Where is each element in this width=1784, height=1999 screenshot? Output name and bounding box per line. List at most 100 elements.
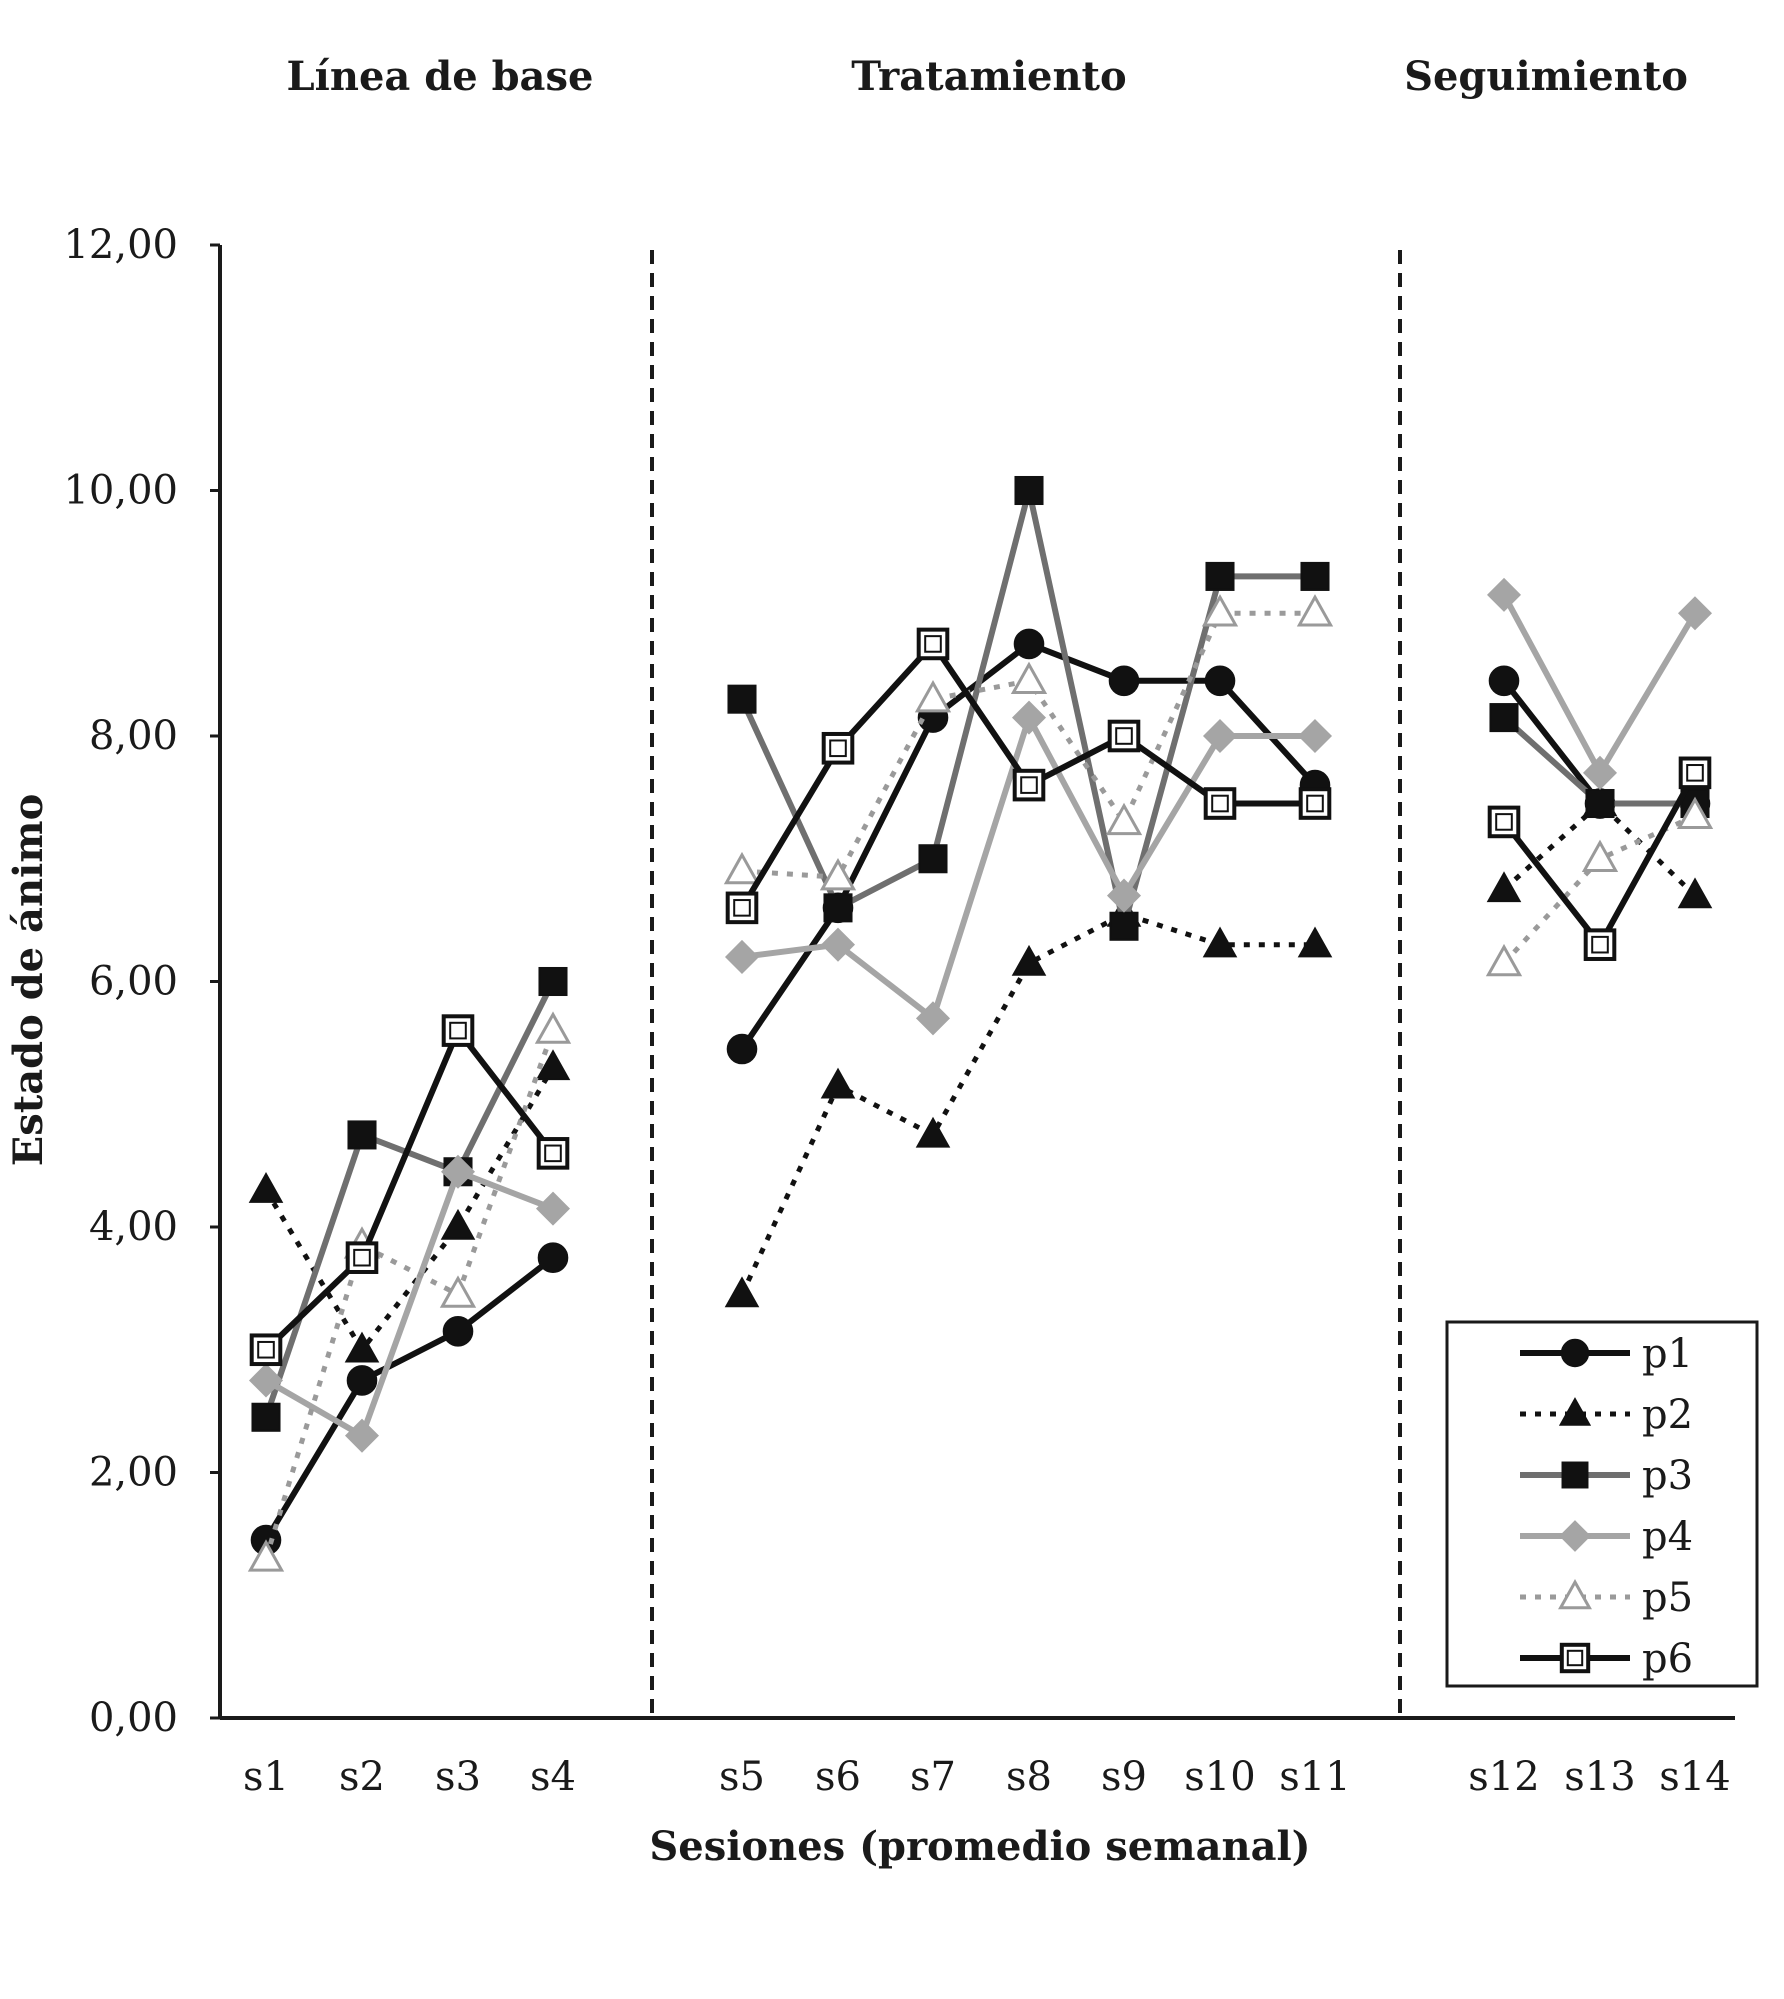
phase-label-0: Línea de base bbox=[287, 53, 594, 100]
data-point-p2-s3 bbox=[440, 1208, 476, 1240]
x-tick-label: s13 bbox=[1564, 1754, 1635, 1800]
data-point-p4-s12 bbox=[1486, 577, 1522, 612]
series-line-p3 bbox=[263, 980, 556, 1419]
x-tick-label: s10 bbox=[1184, 1754, 1255, 1800]
y-axis-title: Estado de ánimo bbox=[5, 794, 52, 1167]
legend-marker-p4 bbox=[1559, 1520, 1591, 1552]
data-point-p4-s10 bbox=[1202, 718, 1238, 754]
series-p6 bbox=[249, 627, 1712, 1367]
series-line-p1 bbox=[263, 1255, 555, 1542]
x-axis-title: Sesiones (promedio semanal) bbox=[649, 1823, 1310, 1870]
data-point-p6-s8 bbox=[1012, 768, 1046, 802]
data-point-p2-s8 bbox=[1011, 944, 1047, 976]
data-point-p4-s6 bbox=[820, 927, 856, 962]
data-point-p3-s9 bbox=[1109, 911, 1139, 941]
x-tick-label: s9 bbox=[1101, 1754, 1147, 1800]
data-point-p2-s5 bbox=[724, 1276, 760, 1308]
data-point-p2-s7 bbox=[915, 1116, 951, 1148]
data-point-p6-s10 bbox=[1203, 787, 1237, 820]
data-point-p4-s4 bbox=[535, 1191, 571, 1226]
y-tick-label: 6,00 bbox=[89, 959, 178, 1005]
data-point-p6-s7 bbox=[916, 627, 950, 661]
legend-marker-p2 bbox=[1558, 1397, 1592, 1426]
data-point-p4-s2 bbox=[344, 1418, 380, 1453]
legend-marker-p1 bbox=[1560, 1338, 1590, 1368]
x-tick-label: s14 bbox=[1659, 1754, 1730, 1800]
legend-label-p6: p6 bbox=[1642, 1636, 1693, 1682]
data-point-p4-s13 bbox=[1582, 755, 1618, 790]
x-tick-label: s2 bbox=[339, 1754, 385, 1800]
data-point-p3-s6 bbox=[823, 893, 853, 923]
data-point-p1-s3 bbox=[442, 1316, 474, 1347]
y-tick-label: 2,00 bbox=[89, 1450, 178, 1496]
data-point-p5-s4 bbox=[534, 1011, 572, 1044]
data-point-p5-s6 bbox=[819, 857, 857, 891]
legend-label-p3: p3 bbox=[1642, 1453, 1693, 1499]
data-point-p6-s12 bbox=[1487, 805, 1521, 839]
data-point-p2-s12 bbox=[1486, 871, 1522, 903]
y-tick-label: 8,00 bbox=[89, 713, 178, 759]
x-tick-label: s8 bbox=[1006, 1754, 1052, 1800]
data-point-p3-s5 bbox=[727, 684, 757, 714]
data-point-p4-s9 bbox=[1106, 878, 1142, 913]
series-line-p5 bbox=[263, 1029, 556, 1560]
data-point-p2-s6 bbox=[820, 1067, 856, 1099]
data-point-p5-s5 bbox=[723, 851, 761, 885]
data-point-p6-s13 bbox=[1583, 928, 1617, 961]
phase-label-1: Tratamiento bbox=[851, 53, 1126, 100]
data-point-p3-s2 bbox=[347, 1120, 377, 1150]
data-point-p2-s10 bbox=[1202, 926, 1238, 958]
x-tick-label: s1 bbox=[243, 1754, 289, 1800]
data-point-p2-s11 bbox=[1297, 926, 1333, 958]
x-tick-label: s6 bbox=[815, 1754, 861, 1800]
data-point-p3-s8 bbox=[1014, 475, 1044, 506]
y-tick-label: 4,00 bbox=[89, 1204, 178, 1250]
data-point-p3-s10 bbox=[1205, 561, 1235, 591]
data-point-p5-s11 bbox=[1296, 594, 1334, 627]
data-point-p5-s13 bbox=[1581, 839, 1619, 872]
data-point-p4-s8 bbox=[1011, 700, 1047, 735]
data-point-p6-s6 bbox=[821, 731, 855, 765]
data-point-p4-s11 bbox=[1297, 718, 1333, 754]
data-point-p6-s11 bbox=[1298, 787, 1332, 820]
data-point-p6-s5 bbox=[725, 891, 759, 925]
data-point-p6-s3 bbox=[441, 1014, 475, 1047]
data-point-p5-s8 bbox=[1010, 661, 1048, 694]
data-point-p6-s14 bbox=[1678, 756, 1712, 790]
data-point-p3-s1 bbox=[251, 1402, 281, 1432]
y-tick-label: 0,00 bbox=[89, 1695, 178, 1741]
data-point-p1-s2 bbox=[346, 1365, 378, 1396]
data-point-p5-s9 bbox=[1105, 802, 1143, 836]
data-point-p3-s11 bbox=[1300, 561, 1330, 591]
legend-label-p1: p1 bbox=[1642, 1331, 1693, 1377]
legend-marker-p5 bbox=[1558, 1579, 1592, 1610]
data-point-p5-s3 bbox=[439, 1275, 477, 1308]
data-point-p1-s5 bbox=[726, 1033, 758, 1065]
data-point-p4-s5 bbox=[724, 939, 760, 974]
series-p5 bbox=[247, 594, 1714, 1572]
data-point-p5-s10 bbox=[1201, 594, 1239, 627]
legend-box bbox=[1445, 1320, 1759, 1688]
data-point-p6-s4 bbox=[536, 1137, 570, 1170]
series-p3 bbox=[251, 475, 1710, 1432]
data-point-p2-s2 bbox=[344, 1331, 380, 1363]
x-tick-label: s11 bbox=[1279, 1754, 1350, 1800]
legend-marker-p3 bbox=[1561, 1461, 1589, 1489]
data-point-p1-s8 bbox=[1013, 628, 1045, 660]
data-point-p5-s12 bbox=[1485, 943, 1523, 977]
legend-label-p2: p2 bbox=[1642, 1392, 1693, 1438]
data-point-p6-s2 bbox=[345, 1241, 379, 1274]
data-point-p1-s10 bbox=[1204, 665, 1236, 697]
data-point-p4-s14 bbox=[1677, 596, 1713, 631]
x-tick-label: s12 bbox=[1468, 1754, 1539, 1800]
data-point-p6-s1 bbox=[249, 1333, 283, 1367]
x-tick-label: s3 bbox=[435, 1754, 481, 1800]
data-point-p1-s4 bbox=[537, 1242, 569, 1273]
data-point-p3-s4 bbox=[538, 966, 568, 997]
data-point-p3-s13 bbox=[1585, 788, 1615, 819]
legend-label-p4: p4 bbox=[1642, 1514, 1693, 1560]
series-line-p4 bbox=[264, 1168, 555, 1439]
legend-marker-p6 bbox=[1559, 1642, 1591, 1674]
data-point-p3-s12 bbox=[1489, 703, 1519, 733]
